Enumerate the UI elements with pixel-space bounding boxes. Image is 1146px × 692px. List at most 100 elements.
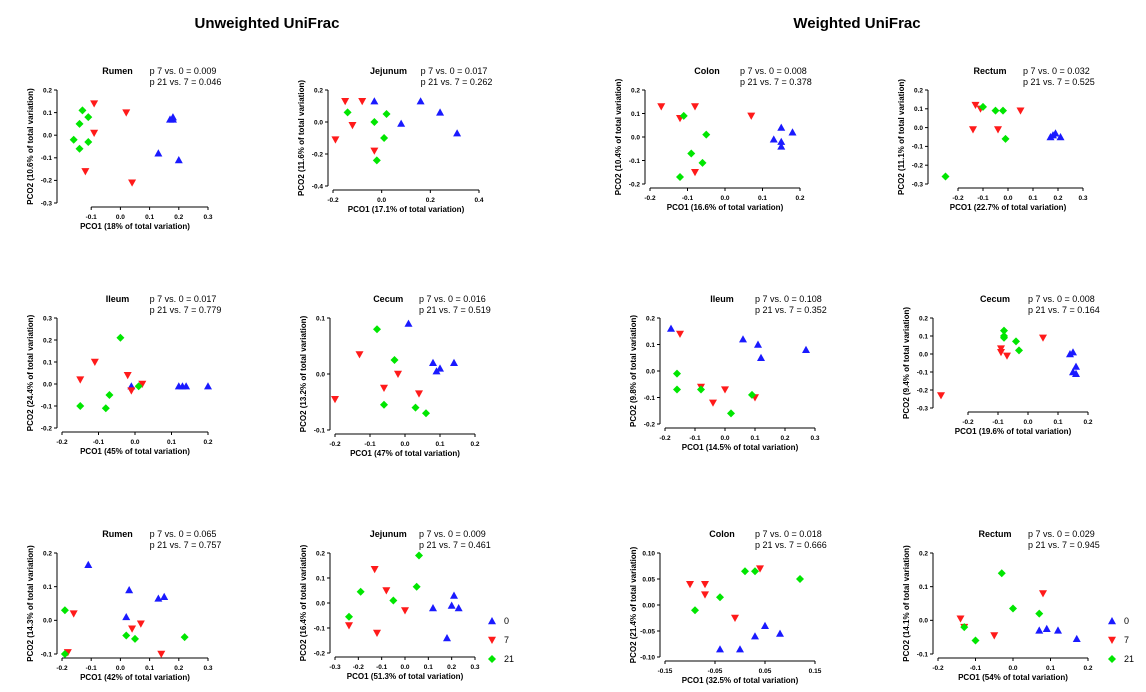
x-tick-label: -0.2 bbox=[659, 435, 671, 442]
data-point-day-7 bbox=[401, 607, 409, 615]
data-point-day-21 bbox=[991, 106, 1000, 115]
data-point-day-21 bbox=[997, 569, 1006, 578]
data-point-day-0 bbox=[739, 335, 747, 343]
data-point-day-21 bbox=[716, 593, 724, 602]
data-point-day-0 bbox=[370, 97, 379, 105]
p-value-label: p 21 vs. 7 = 0.519 bbox=[419, 305, 491, 315]
data-point-day-7 bbox=[701, 591, 709, 599]
x-tick-label: 0.0 bbox=[1008, 665, 1017, 672]
series-day-0 bbox=[84, 560, 169, 621]
series-day-21 bbox=[60, 606, 189, 658]
data-point-day-0 bbox=[769, 135, 778, 143]
data-point-day-0 bbox=[174, 156, 183, 164]
x-tick-label: 0.0 bbox=[1003, 195, 1012, 202]
data-point-day-21 bbox=[122, 631, 131, 640]
data-point-day-0 bbox=[453, 129, 462, 137]
data-point-day-0 bbox=[776, 629, 784, 637]
data-point-day-21 bbox=[180, 633, 189, 642]
data-point-day-0 bbox=[443, 634, 451, 642]
x-axis-label: PCO1 (32.5% of total variation) bbox=[682, 676, 799, 685]
data-point-day-0 bbox=[454, 604, 463, 612]
data-point-day-21 bbox=[390, 356, 399, 364]
data-point-day-0 bbox=[154, 149, 163, 157]
y-tick-label: -0.2 bbox=[312, 151, 324, 158]
p-value-label: p 21 vs. 7 = 0.262 bbox=[421, 77, 493, 87]
x-axis-label: PCO1 (17.1% of total variation) bbox=[348, 205, 465, 214]
y-axis-label: PCO2 (13.2% of total variation) bbox=[299, 315, 308, 432]
x-tick-label: 0.2 bbox=[795, 195, 804, 202]
p-value-label: p 7 vs. 0 = 0.017 bbox=[150, 294, 217, 304]
data-point-day-0 bbox=[447, 601, 456, 609]
series-day-21 bbox=[345, 551, 423, 621]
p-value-label: p 7 vs. 0 = 0.009 bbox=[150, 66, 217, 76]
data-point-day-21 bbox=[979, 102, 987, 111]
data-point-day-21 bbox=[691, 606, 699, 615]
data-point-day-7 bbox=[994, 126, 1002, 134]
data-point-day-7 bbox=[341, 98, 350, 106]
p-value-label: p 7 vs. 0 = 0.016 bbox=[419, 294, 486, 304]
legends-area: 0 7 21 0 7 21 bbox=[488, 616, 1134, 664]
data-point-day-0 bbox=[757, 353, 765, 361]
x-tick-label: 0.0 bbox=[116, 665, 125, 672]
subplot-title: Rectum bbox=[978, 529, 1011, 539]
y-axis-label: PCO2 (10.4% of total variation) bbox=[614, 78, 623, 195]
data-point-day-7 bbox=[136, 620, 145, 628]
data-point-day-7 bbox=[657, 103, 666, 111]
data-point-day-21 bbox=[412, 582, 421, 591]
data-point-day-0 bbox=[777, 142, 786, 150]
series-day-7 bbox=[956, 590, 1047, 640]
data-point-day-0 bbox=[1054, 626, 1062, 634]
y-tick-label: 0.3 bbox=[43, 315, 52, 322]
series-day-7 bbox=[969, 101, 1025, 134]
y-tick-label: 0.0 bbox=[43, 133, 52, 140]
data-point-day-0 bbox=[751, 632, 759, 640]
series-day-7 bbox=[63, 610, 166, 658]
data-point-day-0 bbox=[436, 364, 444, 372]
x-tick-label: 0.1 bbox=[750, 435, 759, 442]
y-tick-label: 0.2 bbox=[914, 87, 923, 94]
x-tick-label: -0.05 bbox=[708, 668, 723, 675]
data-point-day-21 bbox=[372, 156, 381, 165]
y-axis-label: PCO2 (9.8% of total variation) bbox=[629, 315, 638, 427]
series-day-0 bbox=[1066, 348, 1080, 377]
y-tick-label: 0.1 bbox=[316, 575, 325, 582]
series-day-0 bbox=[429, 591, 463, 642]
data-point-day-21 bbox=[673, 369, 681, 378]
y-tick-label: -0.1 bbox=[314, 625, 326, 632]
y-tick-label: 0.0 bbox=[314, 119, 323, 126]
x-tick-label: 0.2 bbox=[1083, 665, 1092, 672]
x-tick-label: -0.1 bbox=[689, 435, 701, 442]
plots-area: -0.1 0.0 0.1 0.2 0.3-0.3-0.2-0.10.00.10.2PCO… bbox=[26, 66, 1100, 685]
p-value-label: p 7 vs. 0 = 0.065 bbox=[150, 529, 217, 539]
legend-label-21: 21 bbox=[504, 654, 514, 664]
y-tick-label: 0.0 bbox=[43, 381, 52, 388]
data-point-day-21 bbox=[84, 113, 93, 122]
data-point-day-7 bbox=[701, 581, 709, 589]
x-tick-label: 0.15 bbox=[809, 668, 822, 675]
data-point-day-21 bbox=[60, 606, 69, 615]
data-point-day-0 bbox=[716, 645, 724, 653]
panel-title-unweighted: Unweighted UniFrac bbox=[194, 15, 339, 32]
x-tick-label: 0.3 bbox=[203, 665, 212, 672]
data-point-day-0 bbox=[736, 645, 744, 653]
p-value-label: p 21 vs. 7 = 0.779 bbox=[150, 305, 222, 315]
p-value-label: p 7 vs. 0 = 0.017 bbox=[421, 66, 488, 76]
y-tick-label: 0.0 bbox=[919, 618, 928, 625]
data-point-day-0 bbox=[1056, 133, 1065, 141]
series-day-0 bbox=[404, 319, 458, 375]
data-point-day-21 bbox=[698, 158, 707, 167]
x-tick-label: 0.1 bbox=[1046, 665, 1055, 672]
x-tick-label: -0.1 bbox=[364, 441, 376, 448]
x-axis-label: PCO1 (51.3% of total variation) bbox=[347, 672, 464, 681]
legend-2: 0 7 21 bbox=[1108, 616, 1134, 664]
subplot-title: Rectum bbox=[973, 66, 1006, 76]
data-point-day-7 bbox=[76, 376, 85, 384]
data-point-day-7 bbox=[63, 649, 72, 657]
panel-title-weighted: Weighted UniFrac bbox=[793, 15, 920, 32]
x-tick-label: 0.0 bbox=[377, 197, 386, 204]
data-point-day-21 bbox=[676, 172, 684, 181]
scatter-plot-9: -0.2 -0.1 0.0 0.1 0.2 -0.2 -0.1 0.0 0.1 0.2 0.3 PCO… bbox=[26, 294, 221, 456]
y-tick-label: -0.2 bbox=[41, 178, 53, 185]
data-point-day-21 bbox=[727, 409, 735, 418]
data-point-day-7 bbox=[69, 610, 78, 618]
